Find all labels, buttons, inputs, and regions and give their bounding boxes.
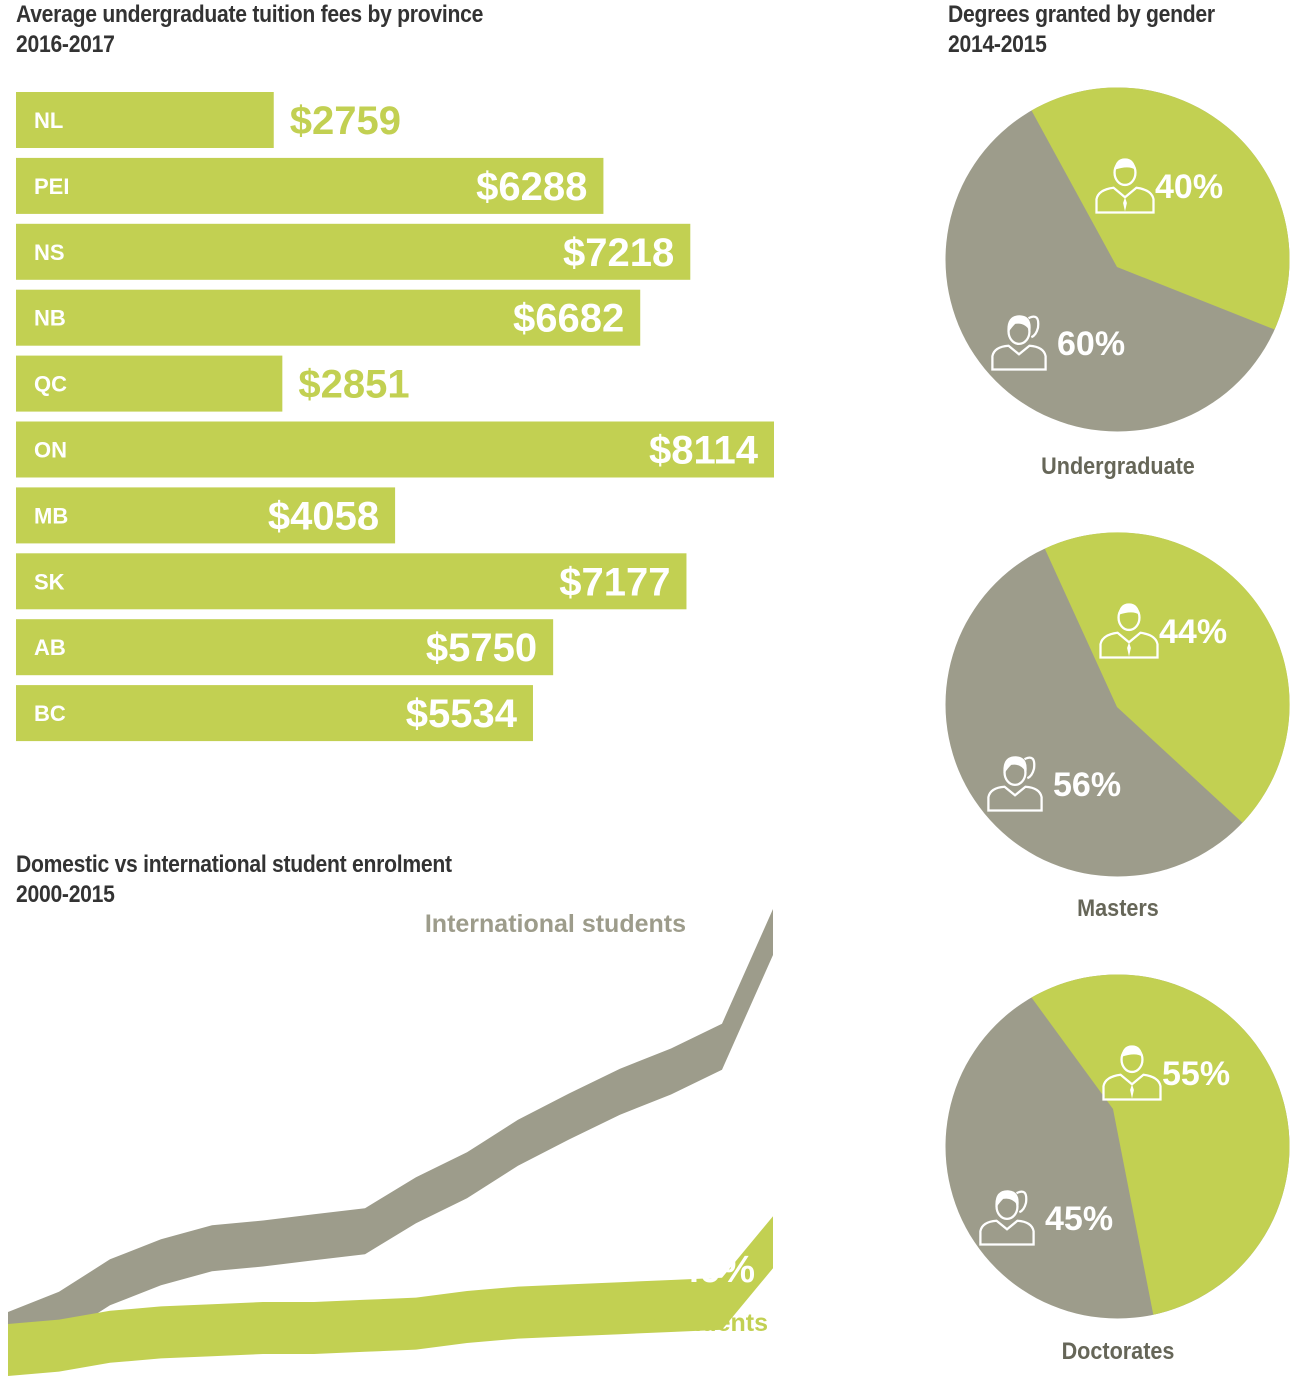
pie-male-percent: 55%: [1162, 1055, 1230, 1093]
bar-ns: [16, 223, 691, 280]
pie-chart-title-line2: 2014-2015: [948, 31, 1047, 58]
bar-label-on: ON: [34, 438, 67, 463]
bar-value-mb: $4058: [268, 494, 379, 538]
bar-qc: [16, 355, 283, 412]
pie-label-masters: Masters: [1077, 895, 1159, 922]
bar-value-ns: $7218: [563, 231, 674, 275]
woman-icon: [991, 315, 1047, 371]
bar-label-ab: AB: [34, 635, 66, 660]
domestic-students-label: Domestic students: [544, 1309, 768, 1337]
pie-slice-male: [1031, 974, 1290, 1315]
bar-value-pei: $6288: [476, 165, 587, 209]
domestic-change-label: +49%: [657, 1249, 755, 1291]
bar-nb: [16, 289, 641, 346]
bar-sk: [16, 553, 687, 610]
line-chart-title-line1: Domestic vs international student enrolm…: [16, 851, 452, 878]
bar-label-bc: BC: [34, 701, 66, 726]
man-icon: [1102, 1045, 1162, 1101]
pie-male-percent: 44%: [1159, 613, 1227, 651]
bar-label-pei: PEI: [34, 174, 69, 199]
bar-value-qc: $2851: [298, 363, 409, 407]
line-chart-title-line2: 2000-2015: [16, 881, 115, 908]
pie-chart-title: Degrees granted by gender 2014-2015: [948, 0, 1215, 60]
international-students-ribbon: [8, 909, 773, 1358]
bar-pei: [16, 157, 604, 214]
bar-label-nb: NB: [34, 306, 66, 331]
pie-male-percent: 40%: [1155, 168, 1223, 206]
bar-chart-title-line2: 2016-2017: [16, 31, 115, 58]
woman-icon: [979, 1190, 1035, 1246]
line-chart-title: Domestic vs international student enrolm…: [16, 850, 452, 910]
man-icon: [1099, 603, 1159, 659]
man-icon: [1095, 158, 1155, 214]
bar-value-bc: $5534: [406, 692, 518, 736]
bar-chart-title: Average undergraduate tuition fees by pr…: [16, 0, 483, 60]
bar-chart-title-line1: Average undergraduate tuition fees by pr…: [16, 1, 484, 28]
bar-value-sk: $7177: [559, 560, 670, 604]
pie-undergraduate-wrap: 40% 60%: [945, 87, 1290, 437]
bar-nl: [16, 92, 274, 148]
pie-label-undergraduate: Undergraduate: [1041, 453, 1195, 480]
enrolment-area-chart: International students Domestic students +…: [8, 909, 773, 1376]
bar-label-sk: SK: [34, 569, 65, 594]
bar-label-qc: QC: [34, 372, 67, 397]
bar-ab: [16, 619, 554, 676]
pie-slice-male: [1031, 87, 1290, 330]
pie-masters: 44% 56%: [945, 532, 1290, 877]
woman-icon: [987, 756, 1043, 812]
tuition-bar-chart: NL $2759 PEI $6288 NS $7218 NB $6682 QC $2851 ON $8…: [16, 92, 774, 742]
bar-label-ns: NS: [34, 240, 65, 265]
pie-undergraduate: 40% 60%: [945, 87, 1290, 432]
pie-chart-title-line1: Degrees granted by gender: [948, 1, 1215, 28]
bar-label-mb: MB: [34, 503, 68, 528]
bar-value-ab: $5750: [426, 626, 537, 670]
pie-female-percent: 45%: [1045, 1200, 1113, 1238]
bar-on: [16, 421, 774, 478]
pie-slice-male: [1044, 532, 1290, 823]
pie-masters-wrap: 44% 56%: [945, 532, 1290, 882]
bar-bc: [16, 685, 533, 742]
pie-female-percent: 60%: [1057, 325, 1125, 363]
bar-value-nb: $6682: [513, 297, 624, 341]
pie-doctorates: 55% 45%: [945, 974, 1290, 1319]
bar-mb: [16, 487, 396, 544]
bar-value-on: $8114: [649, 429, 759, 473]
domestic-students-ribbon: [8, 1216, 773, 1376]
international-students-label: International students: [425, 910, 686, 938]
bar-value-nl: $2759: [290, 99, 401, 143]
pie-doctorates-wrap: 55% 45%: [945, 974, 1290, 1324]
pie-female-percent: 56%: [1053, 766, 1121, 804]
bar-label-nl: NL: [34, 108, 63, 133]
pie-label-doctorates: Doctorates: [1061, 1338, 1175, 1365]
